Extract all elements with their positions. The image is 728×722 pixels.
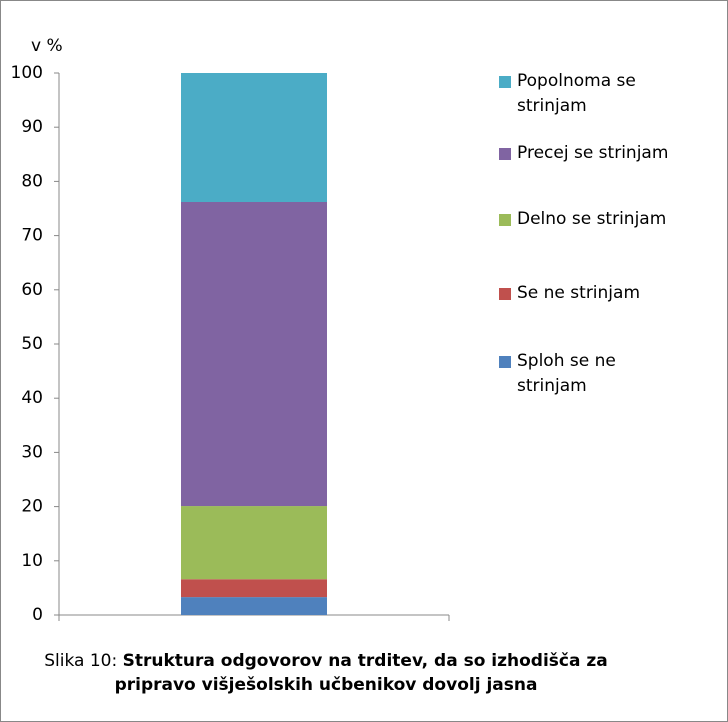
bar-segment xyxy=(181,506,327,580)
legend-item: Sploh se ne strinjam xyxy=(499,349,727,399)
y-tick-label: 90 xyxy=(21,117,43,137)
legend-swatch xyxy=(499,76,511,88)
y-tick-label: 20 xyxy=(21,497,43,517)
legend-label: Popolnoma se strinjam xyxy=(517,71,636,116)
legend-swatch xyxy=(499,356,511,368)
bar-segment xyxy=(181,73,327,202)
legend-label: Delno se strinjam xyxy=(517,209,667,229)
y-tick-label: 50 xyxy=(21,334,43,354)
y-tick-label: 100 xyxy=(11,63,43,83)
legend-swatch xyxy=(499,148,511,160)
y-tick-label: 40 xyxy=(21,388,43,408)
y-tick-label: 70 xyxy=(21,226,43,246)
legend-item: Popolnoma se strinjam xyxy=(499,69,727,119)
y-tick-label: 10 xyxy=(21,551,43,571)
legend-swatch xyxy=(499,288,511,300)
legend-item: Se ne strinjam xyxy=(499,281,727,306)
legend-label: Precej se strinjam xyxy=(517,143,669,163)
legend-label: Sploh se ne strinjam xyxy=(517,351,616,396)
bar-segment xyxy=(181,201,327,507)
legend-swatch xyxy=(499,214,511,226)
caption-prefix: Slika 10: xyxy=(44,651,118,671)
y-axis-label: v % xyxy=(31,36,63,56)
bar-segment xyxy=(181,579,327,598)
legend-item: Precej se strinjam xyxy=(499,141,727,166)
bar-segment xyxy=(181,597,327,615)
y-tick-label: 60 xyxy=(21,280,43,300)
y-tick-label: 0 xyxy=(32,605,43,625)
legend-label: Se ne strinjam xyxy=(517,283,641,303)
caption: Slika 10: Struktura odgovorov na trditev… xyxy=(31,649,621,697)
caption-text: Struktura odgovorov na trditev, da so iz… xyxy=(114,651,608,695)
legend-item: Delno se strinjam xyxy=(499,207,727,232)
y-tick-label: 80 xyxy=(21,171,43,191)
y-tick-label: 30 xyxy=(21,442,43,462)
